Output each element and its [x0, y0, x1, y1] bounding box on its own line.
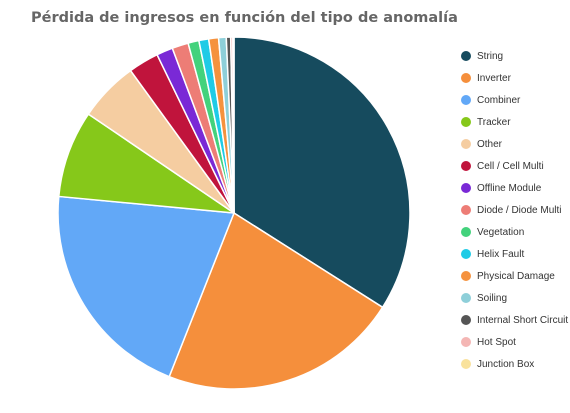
legend-label: Diode / Diode Multi — [477, 204, 562, 216]
legend-swatch — [461, 359, 471, 369]
legend-label: Helix Fault — [477, 248, 525, 260]
legend-swatch — [461, 161, 471, 171]
legend-swatch — [461, 73, 471, 83]
legend-item-physical-damage[interactable]: Physical Damage — [461, 265, 570, 287]
legend-swatch — [461, 293, 471, 303]
legend-swatch — [461, 271, 471, 281]
legend-label: Soiling — [477, 292, 508, 304]
legend-label: Cell / Cell Multi — [477, 160, 544, 172]
legend-item-junction-box[interactable]: Junction Box — [461, 353, 570, 375]
legend-item-vegetation[interactable]: Vegetation — [461, 221, 570, 243]
legend-item-diode-diode-multi[interactable]: Diode / Diode Multi — [461, 199, 570, 221]
legend-item-inverter[interactable]: Inverter — [461, 67, 570, 89]
pie-slice-combiner[interactable] — [57, 195, 235, 378]
legend-label: Other — [477, 138, 503, 150]
legend-item-soiling[interactable]: Soiling — [461, 287, 570, 309]
legend-label: Offline Module — [477, 182, 542, 194]
legend-item-other[interactable]: Other — [461, 133, 570, 155]
legend-label: String — [477, 50, 504, 62]
legend-item-cell-cell-multi[interactable]: Cell / Cell Multi — [461, 155, 570, 177]
legend-label: Vegetation — [477, 226, 525, 238]
pie-slice-junction-box[interactable] — [232, 36, 235, 214]
legend-label: Combiner — [477, 94, 521, 106]
pie-slice-inverter[interactable] — [168, 212, 384, 390]
legend-item-tracker[interactable]: Tracker — [461, 111, 570, 133]
legend-item-hot-spot[interactable]: Hot Spot — [461, 331, 570, 353]
legend-item-offline-module[interactable]: Offline Module — [461, 177, 570, 199]
legend-label: Junction Box — [477, 358, 535, 370]
legend-label: Hot Spot — [477, 336, 516, 348]
legend-swatch — [461, 183, 471, 193]
legend-label: Physical Damage — [477, 270, 555, 282]
legend-item-helix-fault[interactable]: Helix Fault — [461, 243, 570, 265]
legend-item-internal-short-circuit[interactable]: Internal Short Circuit — [461, 309, 570, 331]
pie-slices — [57, 36, 411, 390]
legend-label: Inverter — [477, 72, 511, 84]
legend-swatch — [461, 315, 471, 325]
legend-label: Internal Short Circuit — [477, 314, 569, 326]
legend-swatch — [461, 51, 471, 61]
legend-swatch — [461, 227, 471, 237]
pie-slice-tracker[interactable] — [58, 113, 235, 214]
chart-legend: String Inverter Combiner Tracker Other Cell /… — [461, 45, 570, 375]
legend-item-combiner[interactable]: Combiner — [461, 89, 570, 111]
chart-title: Pérdida de ingresos en función del tipo … — [31, 10, 458, 26]
legend-label: Tracker — [477, 116, 511, 128]
legend-item-string[interactable]: String — [461, 45, 570, 67]
pie-slice-string[interactable] — [233, 36, 411, 309]
legend-swatch — [461, 139, 471, 149]
legend-swatch — [461, 337, 471, 347]
legend-swatch — [461, 117, 471, 127]
legend-swatch — [461, 205, 471, 215]
legend-swatch — [461, 249, 471, 259]
legend-swatch — [461, 95, 471, 105]
